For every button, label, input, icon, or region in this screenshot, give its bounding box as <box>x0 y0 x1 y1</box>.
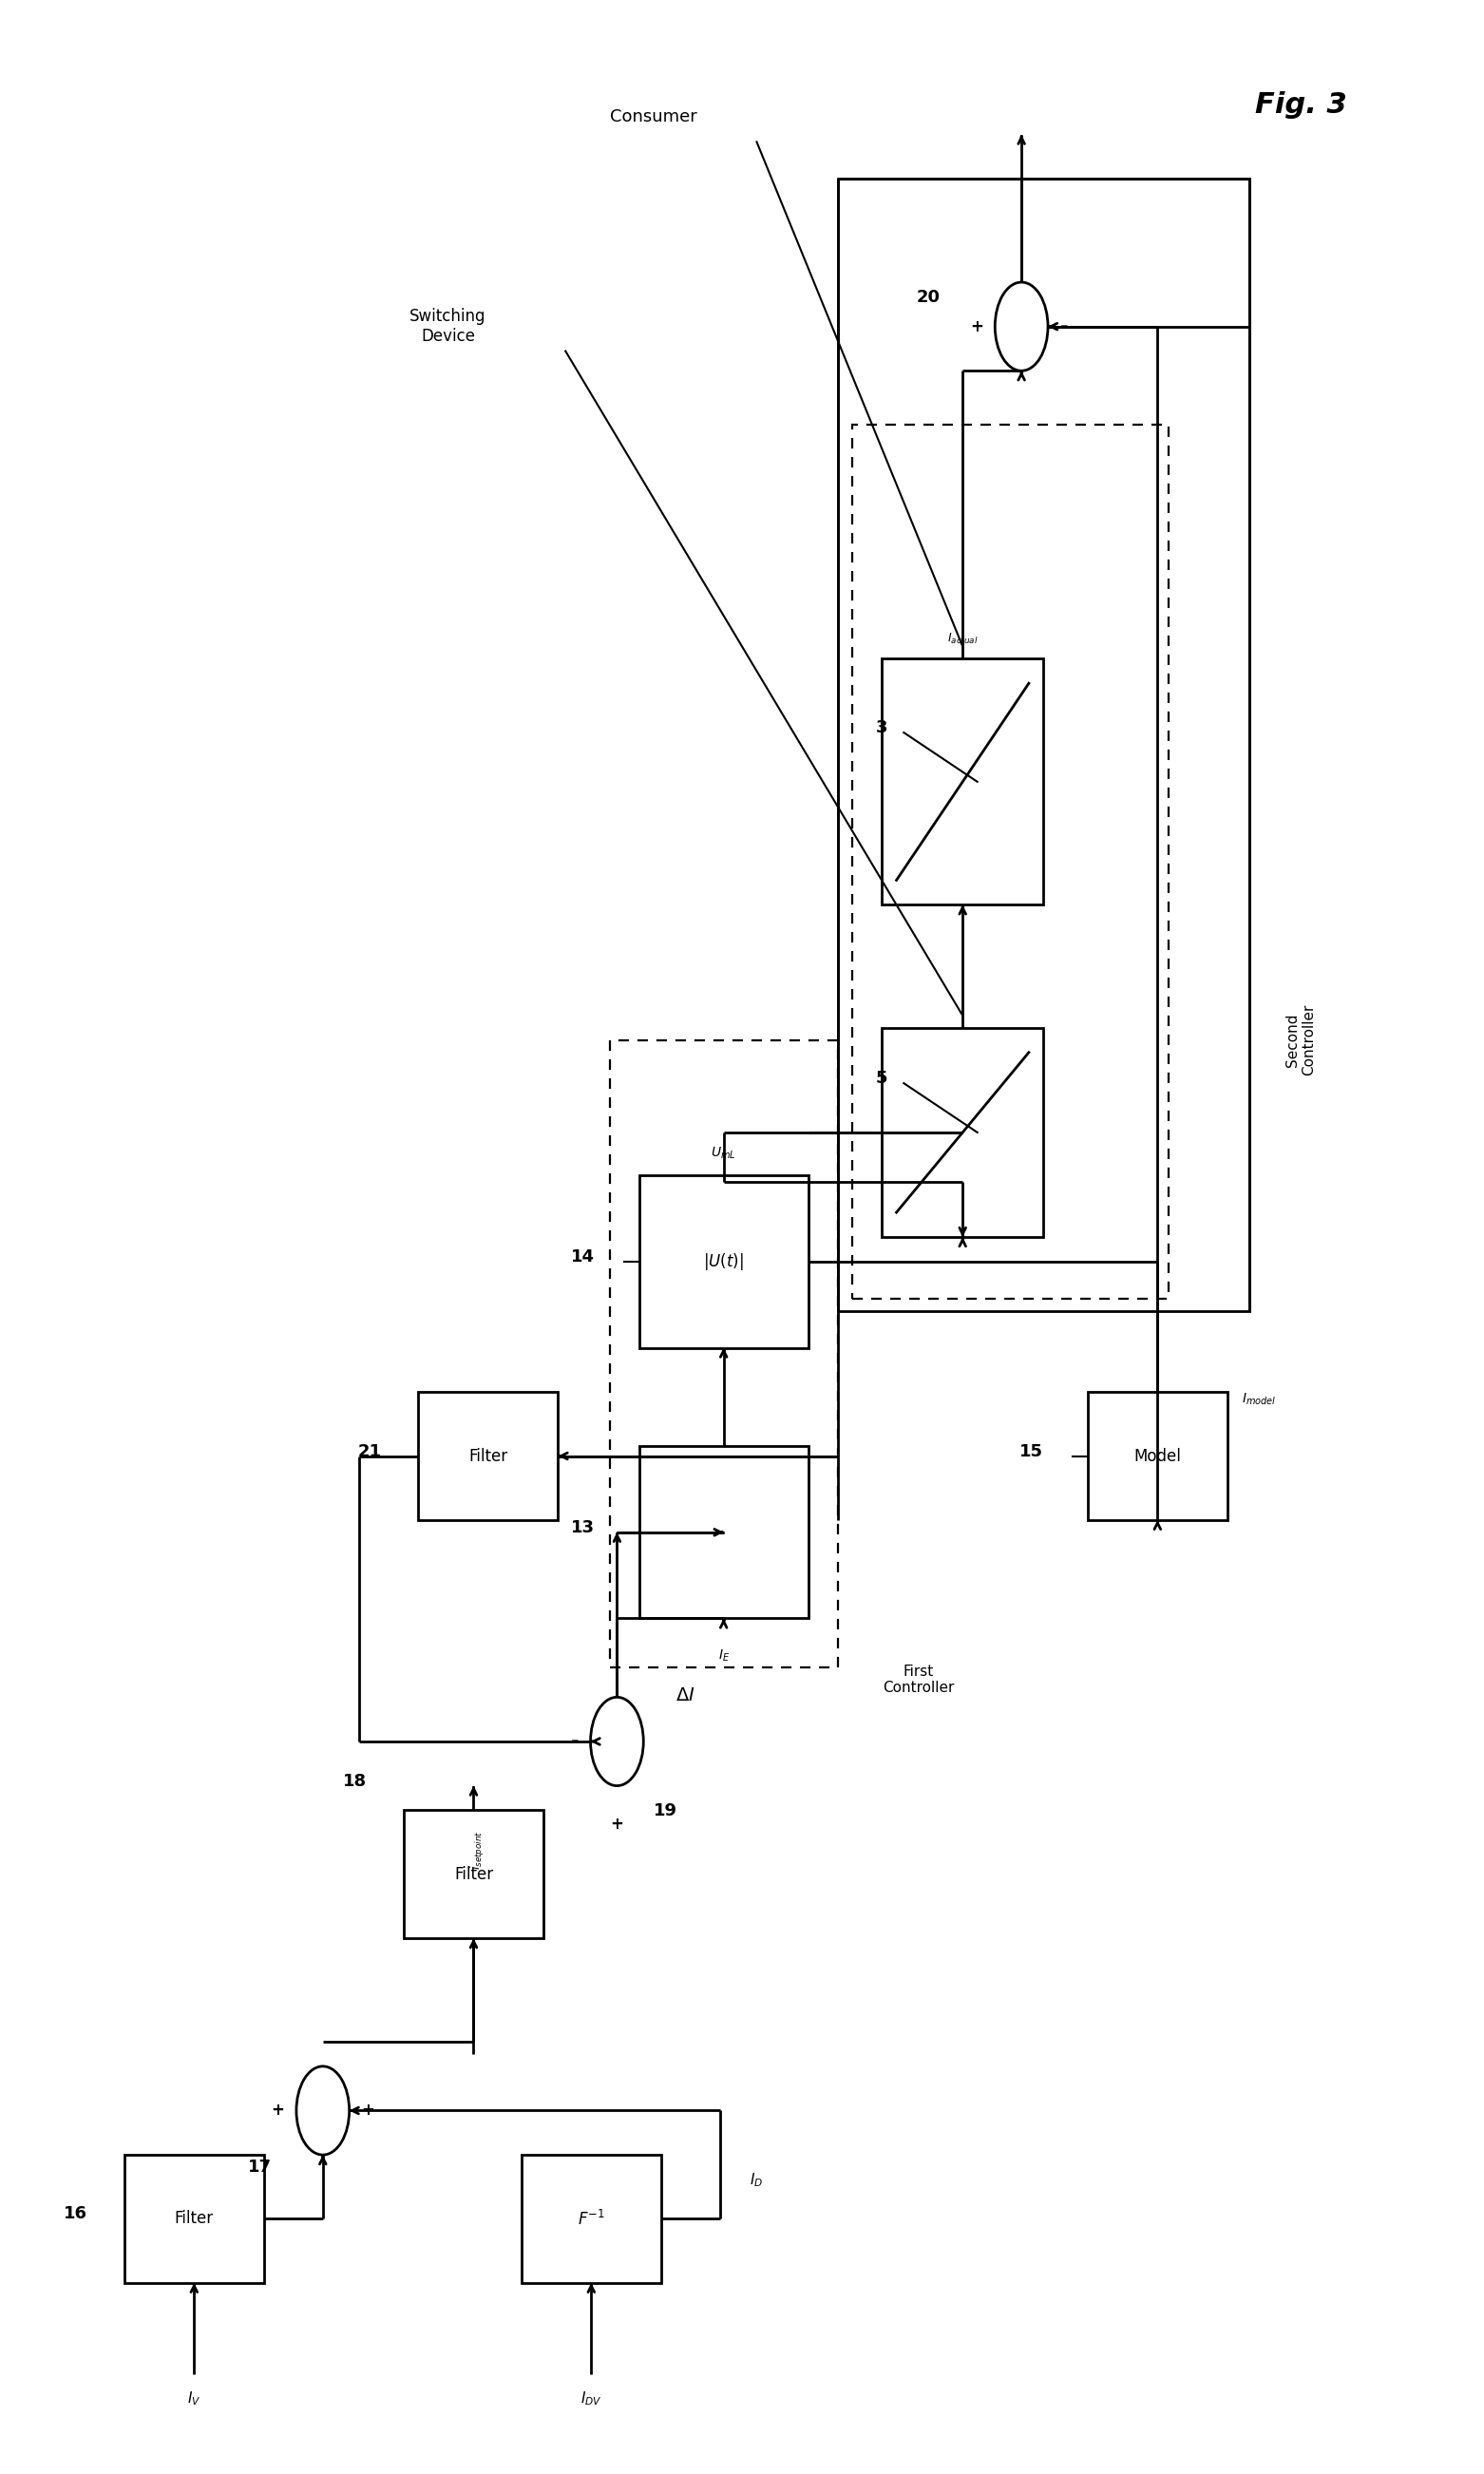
Text: 19: 19 <box>654 1801 678 1818</box>
Text: Second
Controller: Second Controller <box>1285 1004 1316 1076</box>
Text: 3: 3 <box>876 720 887 737</box>
Text: Switching
Device: Switching Device <box>410 309 487 344</box>
Text: $F^{-1}$: $F^{-1}$ <box>577 2209 605 2229</box>
Text: Filter: Filter <box>454 1865 493 1883</box>
Text: +: + <box>610 1816 623 1833</box>
Bar <box>881 658 1043 905</box>
Text: +: + <box>361 2103 374 2120</box>
Text: $I_D$: $I_D$ <box>749 2172 763 2189</box>
Bar <box>610 1039 837 1667</box>
Bar <box>852 426 1168 1299</box>
Bar <box>1088 1393 1227 1519</box>
Text: Consumer: Consumer <box>610 109 697 126</box>
Text: -: - <box>1060 317 1068 336</box>
Bar <box>418 1393 558 1519</box>
Text: 17: 17 <box>248 2160 272 2177</box>
Text: 15: 15 <box>1020 1442 1043 1460</box>
Text: $I_E$: $I_E$ <box>718 1648 730 1663</box>
Bar <box>640 1175 809 1348</box>
Bar <box>837 178 1250 1311</box>
Text: 16: 16 <box>64 2204 88 2222</box>
Text: Fig. 3: Fig. 3 <box>1255 92 1347 119</box>
Text: $I_{model}$: $I_{model}$ <box>1242 1390 1276 1408</box>
Bar <box>521 2155 660 2284</box>
Text: 13: 13 <box>571 1519 595 1536</box>
Text: $I_{actual}$: $I_{actual}$ <box>947 631 978 646</box>
Bar <box>404 1811 543 1937</box>
Bar <box>881 1027 1043 1237</box>
Text: Filter: Filter <box>469 1447 508 1465</box>
Text: $I_V$: $I_V$ <box>187 2390 200 2407</box>
Text: 21: 21 <box>358 1442 381 1460</box>
Text: Model: Model <box>1134 1447 1181 1465</box>
Text: 14: 14 <box>571 1249 595 1264</box>
Text: $i_{setpoint}$: $i_{setpoint}$ <box>469 1831 487 1870</box>
Bar <box>125 2155 264 2284</box>
Text: Filter: Filter <box>175 2209 214 2227</box>
Text: $\Delta I$: $\Delta I$ <box>675 1687 696 1705</box>
Text: +: + <box>272 2103 285 2120</box>
Text: -: - <box>570 1732 579 1752</box>
Text: $|U(t)|$: $|U(t)|$ <box>703 1252 743 1272</box>
Text: $I_{DV}$: $I_{DV}$ <box>580 2390 603 2407</box>
Bar <box>640 1447 809 1618</box>
Text: +: + <box>971 319 984 334</box>
Text: 5: 5 <box>876 1069 887 1086</box>
Text: First
Controller: First Controller <box>883 1665 954 1695</box>
Text: 18: 18 <box>343 1771 367 1789</box>
Text: 20: 20 <box>917 289 941 307</box>
Text: $U_{mL}$: $U_{mL}$ <box>711 1145 736 1160</box>
